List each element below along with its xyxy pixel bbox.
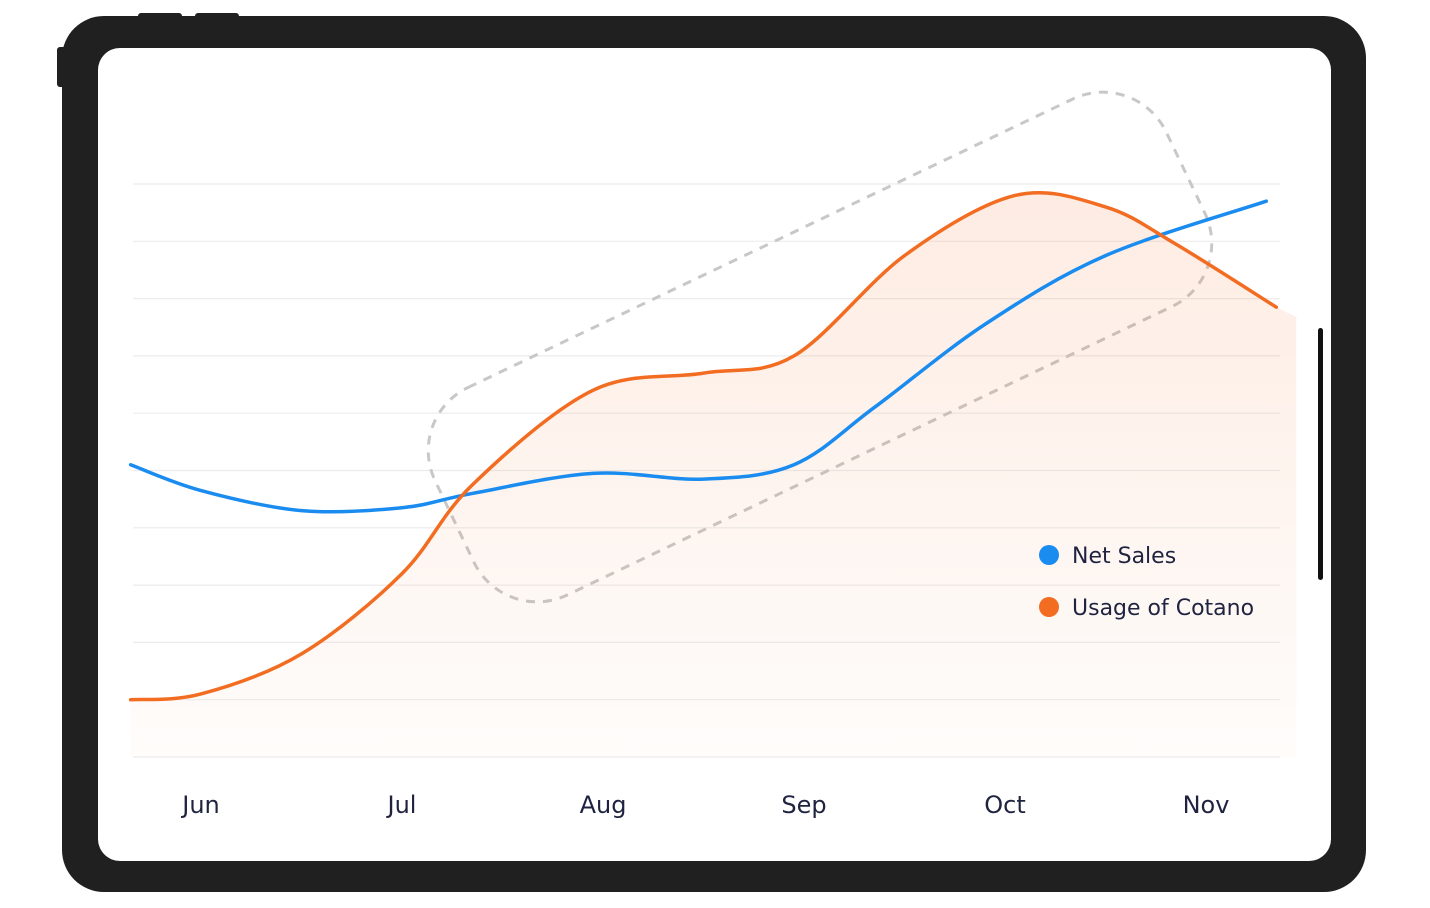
legend-label-net-sales: Net Sales [1072, 544, 1176, 569]
power-button [195, 13, 239, 19]
scrollbar[interactable] [1318, 328, 1323, 580]
volume-button [138, 13, 182, 19]
side-button [57, 47, 64, 87]
x-tick-label-aug: Aug [580, 791, 627, 819]
legend-label-usage-of-cotano: Usage of Cotano [1072, 596, 1254, 621]
x-tick-label-sep: Sep [781, 791, 826, 819]
legend-item-net-sales: Net Sales [1039, 544, 1176, 569]
x-tick-label-jul: Jul [386, 791, 417, 819]
legend-marker-usage-of-cotano [1039, 597, 1059, 617]
plot-area [128, 90, 1297, 757]
legend-item-usage-of-cotano: Usage of Cotano [1039, 596, 1254, 621]
x-tick-label-oct: Oct [984, 791, 1026, 819]
series-line-net-sales [128, 199, 1269, 514]
legend: Net Sales Usage of Cotano [1039, 544, 1254, 621]
area-fill-usage-of-cotano [130, 192, 1297, 757]
x-tick-label-jun: Jun [180, 791, 220, 819]
series-line-usage-of-cotano [128, 191, 1279, 702]
x-tick-label-nov: Nov [1183, 791, 1230, 819]
x-axis: Jun Jul Aug Sep Oct Nov [180, 791, 1229, 819]
legend-marker-net-sales [1039, 545, 1059, 565]
